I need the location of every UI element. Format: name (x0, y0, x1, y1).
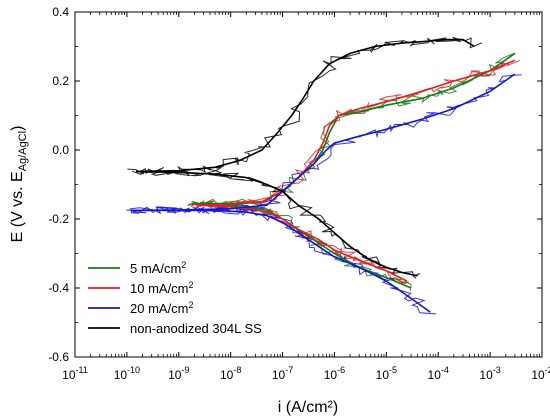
x-tick-label-4: 10-7 (272, 365, 293, 382)
legend-label-1: 10 mA/cm2 (130, 280, 194, 296)
series-0-cathodic (191, 202, 412, 289)
series-3-cathodic-noise (127, 168, 421, 279)
x-tick-label-1: 10-10 (114, 365, 140, 382)
series-0-anodic (192, 52, 516, 205)
series-1-anodic-noise (189, 59, 520, 209)
series-2-anodic (130, 73, 516, 212)
x-tick-label-3: 10-8 (220, 365, 241, 382)
y-tick-label-1: 0.2 (52, 74, 69, 88)
y-axis-title: E (V vs. EAg/AgCl) (9, 126, 29, 243)
series-0-anodic-noise (198, 52, 515, 208)
series-1-anodic (196, 59, 516, 206)
ticks-layer: 10-11 10-10 10-9 10-8 10-7 10-6 10-5 10-4 10-3 10… (48, 5, 550, 382)
series-3 (135, 38, 475, 277)
series-1-cathodic (196, 204, 408, 282)
y-axis-title-main: E (V vs. E (9, 171, 26, 242)
x-axis-title: i (A/cm²) (278, 399, 338, 416)
x-tick-label-5: 10-6 (324, 365, 345, 382)
series-1-cathodic-noise (190, 201, 409, 284)
y-axis-title-end: ) (9, 126, 26, 131)
series-1 (196, 59, 516, 282)
series-layer (130, 38, 516, 313)
y-tick-label-3: -0.2 (48, 212, 69, 226)
x-tick-label-8: 10-3 (479, 365, 500, 382)
legend-label-2: 20 mA/cm2 (130, 300, 194, 316)
legend-label-3: non-anodized 304L SS (130, 321, 262, 336)
y-axis-title-sub: Ag/AgCl (17, 131, 29, 171)
legend: 5 mA/cm2 10 mA/cm2 20 mA/cm2 non-anodized 3… (88, 260, 262, 336)
series-2-cathodic (131, 209, 431, 313)
x-tick-label-6: 10-5 (376, 365, 397, 382)
x-tick-label-7: 10-4 (428, 365, 449, 382)
x-tick-label-9: 10-2 (531, 365, 550, 382)
y-tick-label-2: 0.0 (52, 143, 69, 157)
series-2 (130, 73, 516, 313)
x-tick-label-0: 10-11 (62, 365, 88, 382)
series-3-anodic-noise (131, 36, 483, 176)
series-3-anodic (135, 38, 475, 173)
y-tick-label-5: -0.6 (48, 350, 69, 364)
series-3-cathodic (135, 170, 418, 277)
x-tick-label-2: 10-9 (168, 365, 189, 382)
legend-label-0: 5 mA/cm2 (130, 260, 186, 276)
y-tick-label-0: 0.4 (52, 5, 69, 19)
y-tick-label-4: -0.4 (48, 281, 69, 295)
